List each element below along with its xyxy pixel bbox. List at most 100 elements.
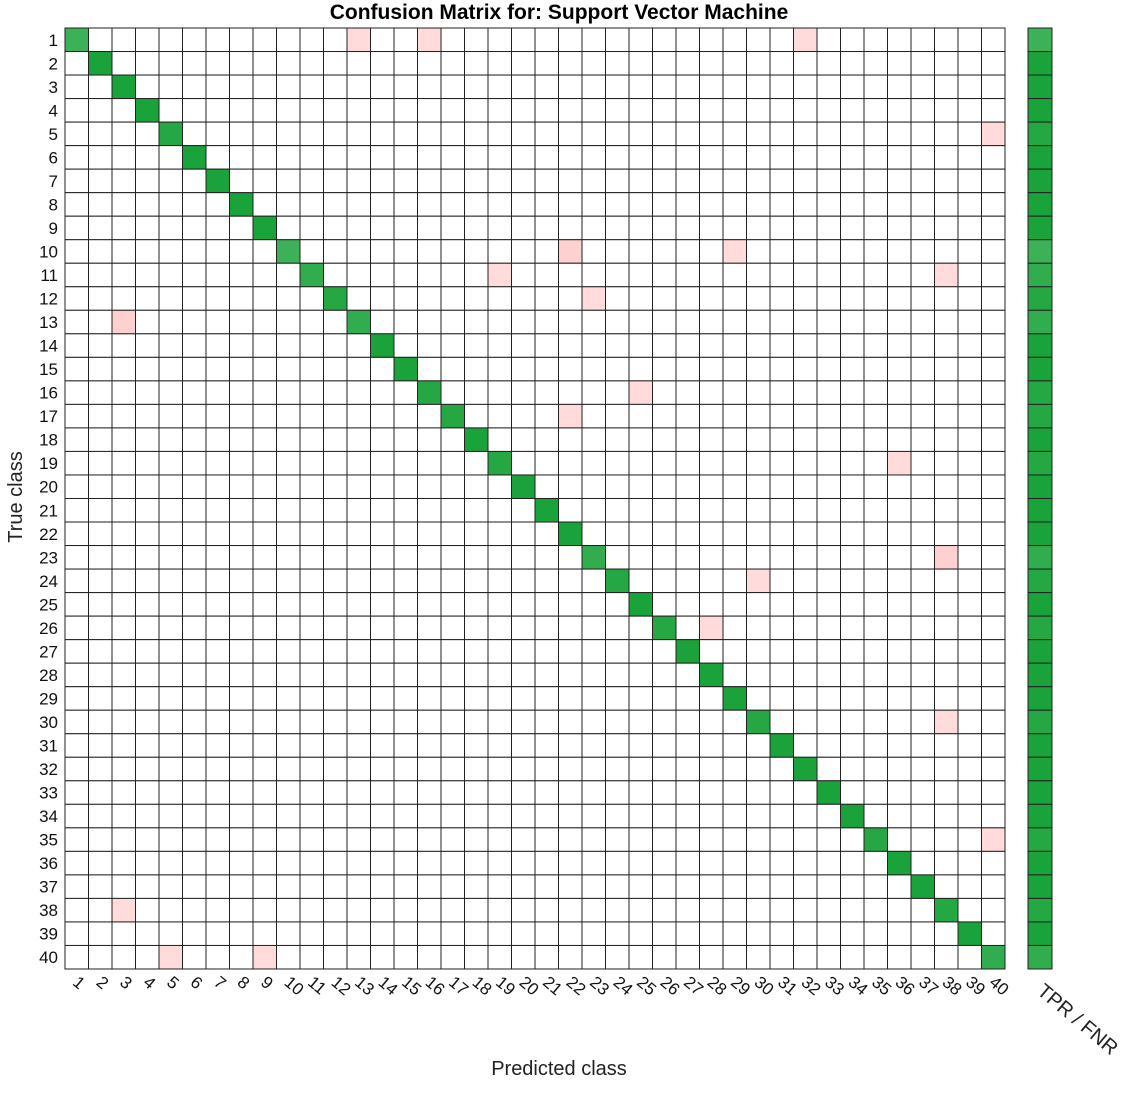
cell-15-39	[957, 356, 982, 382]
cell-1-4	[135, 27, 160, 53]
cell-13-22	[558, 309, 583, 335]
cell-16-8	[229, 380, 254, 405]
cell-30-31	[769, 709, 794, 735]
cell-31-20	[511, 733, 536, 758]
cell-2-31	[769, 51, 794, 76]
cell-11-40	[981, 262, 1006, 288]
cell-17-26	[652, 403, 677, 429]
cell-11-11	[299, 262, 324, 288]
cell-30-14	[370, 709, 395, 735]
cell-21-23	[581, 498, 606, 523]
cell-21-34	[840, 498, 865, 523]
cell-9-35	[863, 215, 888, 241]
cell-24-8	[229, 568, 254, 594]
cell-39-39	[957, 921, 982, 946]
cell-15-27	[675, 356, 700, 382]
cell-39-2	[88, 921, 113, 946]
cell-30-2	[88, 709, 113, 735]
cell-13-3	[111, 309, 136, 335]
cell-9-6	[182, 215, 207, 241]
cell-12-8	[229, 286, 254, 311]
cell-12-32	[793, 286, 818, 311]
cell-16-10	[276, 380, 301, 405]
cell-27-8	[229, 639, 254, 664]
cell-9-30	[746, 215, 771, 241]
cell-2-34	[840, 51, 865, 76]
cell-34-34	[840, 803, 865, 829]
cell-22-13	[346, 521, 371, 547]
cell-36-18	[464, 850, 489, 876]
cell-28-32	[793, 662, 818, 688]
cell-8-36	[887, 192, 912, 217]
cell-2-30	[746, 51, 771, 76]
cell-20-11	[299, 474, 324, 499]
cell-36-36	[887, 850, 912, 876]
cell-35-7	[205, 827, 230, 852]
cell-2-18	[464, 51, 489, 76]
cell-17-37	[910, 403, 935, 429]
cell-1-5	[158, 27, 183, 53]
cell-35-8	[229, 827, 254, 852]
cell-25-26	[652, 592, 677, 617]
cell-19-12	[323, 450, 348, 476]
cell-38-29	[722, 897, 747, 923]
cell-3-24	[605, 74, 630, 100]
cell-6-9	[252, 145, 277, 170]
cell-19-32	[793, 450, 818, 476]
y-tick-31: 31	[39, 737, 58, 756]
cell-6-13	[346, 145, 371, 170]
y-tick-27: 27	[39, 642, 58, 661]
cell-18-32	[793, 427, 818, 452]
y-tick-23: 23	[39, 548, 58, 567]
cell-27-37	[910, 639, 935, 664]
cell-22-30	[746, 521, 771, 547]
cell-24-11	[299, 568, 324, 594]
cell-6-7	[205, 145, 230, 170]
cell-21-30	[746, 498, 771, 523]
cell-7-12	[323, 168, 348, 194]
cell-15-5	[158, 356, 183, 382]
cell-16-21	[534, 380, 559, 405]
cell-3-25	[628, 74, 653, 100]
cell-36-6	[182, 850, 207, 876]
cell-40-13	[346, 944, 371, 970]
cell-39-7	[205, 921, 230, 946]
cell-18-33	[816, 427, 841, 452]
cell-26-27	[675, 615, 700, 641]
cell-30-34	[840, 709, 865, 735]
cell-20-20	[511, 474, 536, 499]
cell-18-18	[464, 427, 489, 452]
cell-4-10	[276, 98, 301, 123]
cell-28-39	[957, 662, 982, 688]
cell-34-23	[581, 803, 606, 829]
cell-39-13	[346, 921, 371, 946]
cell-36-19	[487, 850, 512, 876]
cell-22-29	[722, 521, 747, 547]
cell-22-35	[863, 521, 888, 547]
cell-20-27	[675, 474, 700, 499]
cell-37-2	[88, 874, 113, 899]
cell-16-3	[111, 380, 136, 405]
cell-22-7	[205, 521, 230, 547]
cell-33-37	[910, 780, 935, 805]
cell-23-39	[957, 545, 982, 570]
cell-21-32	[793, 498, 818, 523]
cell-8-26	[652, 192, 677, 217]
cell-9-27	[675, 215, 700, 241]
y-tick-14: 14	[39, 337, 58, 356]
summary-cell-36	[1027, 850, 1053, 876]
cell-7-2	[88, 168, 113, 194]
cell-12-4	[135, 286, 160, 311]
cell-21-12	[323, 498, 348, 523]
summary-cell-33	[1027, 780, 1053, 805]
cell-5-33	[816, 121, 841, 147]
x-tick-24: 24	[610, 973, 637, 1000]
cell-10-4	[135, 239, 160, 264]
cell-33-1	[64, 780, 89, 805]
cell-1-27	[675, 27, 700, 53]
cell-30-28	[699, 709, 724, 735]
cell-8-6	[182, 192, 207, 217]
cell-15-15	[393, 356, 418, 382]
cell-27-21	[534, 639, 559, 664]
cell-25-33	[816, 592, 841, 617]
